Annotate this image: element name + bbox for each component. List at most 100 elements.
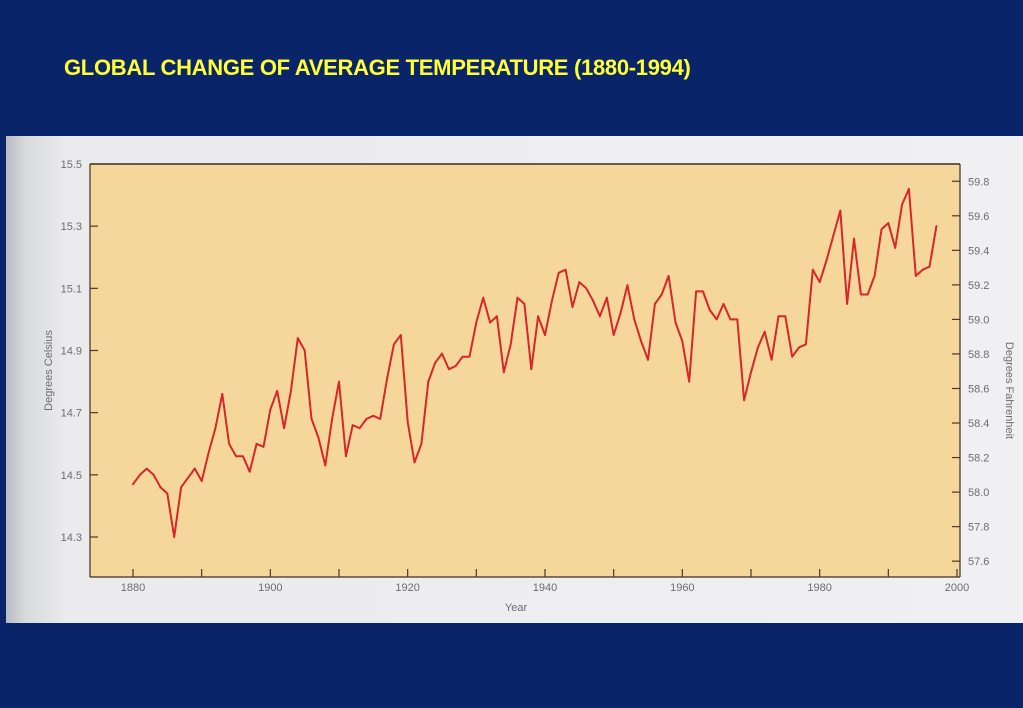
data-point xyxy=(207,452,210,454)
data-point xyxy=(489,321,491,324)
data-point xyxy=(496,315,498,318)
data-point xyxy=(269,408,272,411)
data-point xyxy=(626,284,629,287)
y-tick-label-right: 58.4 xyxy=(968,418,989,430)
data-point xyxy=(654,303,656,305)
data-point xyxy=(193,467,196,470)
data-point xyxy=(612,334,615,336)
data-point xyxy=(544,334,546,336)
y-tick-label-right: 59.0 xyxy=(968,314,989,326)
temperature-line xyxy=(132,187,938,538)
data-point xyxy=(825,259,828,262)
data-point xyxy=(166,492,169,495)
y-tick-label-left: 14.5 xyxy=(61,470,82,482)
data-point xyxy=(839,209,842,212)
y-tick-label-left: 15.5 xyxy=(61,159,82,171)
data-point xyxy=(399,334,402,336)
data-point xyxy=(152,473,155,476)
x-tick-label: 1980 xyxy=(807,582,831,594)
data-point xyxy=(935,225,938,228)
data-point xyxy=(880,228,883,231)
y-tick-label-right: 59.4 xyxy=(968,245,989,257)
data-point xyxy=(454,365,457,367)
data-point xyxy=(406,421,409,423)
plot-area xyxy=(90,164,960,577)
data-point xyxy=(372,414,375,417)
data-point xyxy=(413,461,416,464)
data-point xyxy=(461,355,464,358)
data-point xyxy=(475,321,478,324)
y-tick-label-right: 58.6 xyxy=(968,383,989,395)
data-point xyxy=(921,268,924,271)
x-tick-label: 2000 xyxy=(945,582,969,594)
data-point xyxy=(132,483,134,486)
data-point xyxy=(894,247,897,249)
y-axis-title-right: Degrees Fahrenheit xyxy=(1003,342,1015,439)
chart: 14.3 14.5 14.7 14.9 15.1 15.3 15.5 57.6 57.8 58.0… xyxy=(43,159,1015,614)
data-point xyxy=(592,299,594,302)
data-point xyxy=(557,271,560,274)
data-point xyxy=(928,265,931,268)
data-point xyxy=(262,446,265,448)
data-point xyxy=(434,362,436,364)
data-point xyxy=(695,290,697,293)
data-point xyxy=(791,355,794,358)
y-tick-label-left: 14.9 xyxy=(61,346,82,358)
data-point xyxy=(846,303,848,305)
data-point xyxy=(571,306,574,308)
data-point xyxy=(784,315,787,318)
data-point xyxy=(180,486,183,489)
y-tick-label-left: 15.3 xyxy=(61,221,82,233)
data-point xyxy=(908,188,910,190)
data-point xyxy=(777,315,780,318)
data-point xyxy=(599,315,601,318)
data-point xyxy=(235,455,237,458)
data-point xyxy=(743,399,745,402)
y-tick-label-right: 59.2 xyxy=(968,280,989,292)
data-point xyxy=(358,427,361,430)
data-point xyxy=(187,477,189,479)
data-point xyxy=(901,203,903,206)
data-point xyxy=(564,268,567,271)
data-point xyxy=(420,442,423,445)
data-point xyxy=(757,346,759,349)
data-point xyxy=(200,480,203,482)
x-tick-label: 1900 xyxy=(258,582,282,594)
data-point xyxy=(386,377,388,380)
data-point xyxy=(578,281,581,283)
data-point xyxy=(345,455,347,458)
data-point xyxy=(750,371,752,374)
data-point xyxy=(173,536,176,538)
data-point xyxy=(441,352,443,355)
x-tick-label: 1960 xyxy=(670,582,694,594)
data-point xyxy=(805,343,807,346)
data-point xyxy=(283,427,285,430)
data-point xyxy=(351,424,354,426)
data-point xyxy=(310,418,313,420)
data-point xyxy=(708,309,711,311)
y-tick-label-right: 57.8 xyxy=(968,522,989,534)
data-point xyxy=(633,318,636,321)
data-point xyxy=(530,368,533,371)
data-point xyxy=(605,296,608,299)
y-tick-label-right: 59.6 xyxy=(968,211,989,223)
data-point xyxy=(660,293,663,296)
data-point xyxy=(324,464,327,467)
data-point xyxy=(860,293,862,296)
data-point xyxy=(516,296,519,299)
data-point xyxy=(619,312,622,315)
data-point xyxy=(427,380,430,383)
slide-title: GLOBAL CHANGE OF AVERAGE TEMPERATURE (18… xyxy=(64,55,691,80)
y-tick-label-right: 59.8 xyxy=(968,176,989,188)
data-point xyxy=(365,418,368,420)
x-tick-label: 1880 xyxy=(121,582,145,594)
data-point xyxy=(715,318,718,321)
data-point xyxy=(640,340,642,343)
data-point xyxy=(798,346,800,349)
data-point xyxy=(688,380,691,383)
data-point xyxy=(379,418,382,420)
data-point xyxy=(482,296,485,299)
data-point xyxy=(551,299,553,302)
data-point xyxy=(502,371,505,374)
data-point xyxy=(853,237,855,240)
